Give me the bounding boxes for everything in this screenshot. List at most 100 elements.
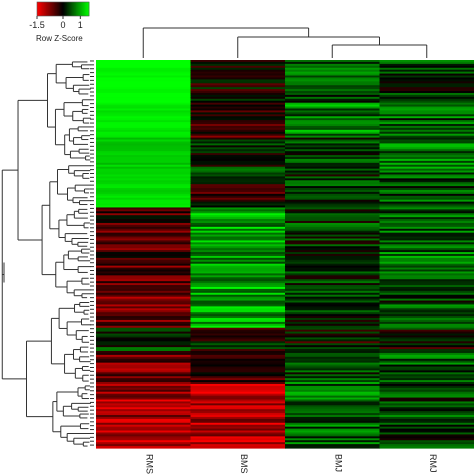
heatmap-cell [96, 125, 192, 129]
heatmap-cell [96, 446, 192, 449]
heatmap-cell [190, 327, 286, 331]
color-key-swatch [43, 2, 46, 16]
heatmap-cell [190, 234, 286, 238]
color-key-swatch [87, 2, 90, 16]
heatmap-cell [379, 269, 474, 273]
heatmap-cell [190, 242, 286, 245]
heatmap-cell [379, 294, 474, 298]
heatmap-cell [379, 236, 474, 240]
heatmap-cell [379, 310, 474, 313]
heatmap-cell [379, 318, 474, 321]
color-key-ticks: -1.5 0 1 [29, 16, 83, 30]
heatmap-cell [96, 277, 192, 280]
heatmap-cell [379, 273, 474, 276]
heatmap-cell [190, 405, 286, 408]
heatmap-cell [285, 143, 381, 146]
heatmap-cell [285, 110, 381, 113]
heatmap-cell [96, 269, 192, 273]
heatmap-cell [96, 312, 192, 315]
heatmap-cell [96, 100, 192, 104]
heatmap-cell [96, 215, 192, 218]
heatmap-cell [190, 162, 286, 166]
heatmap-cell [379, 370, 474, 373]
heatmap-cell [379, 141, 474, 145]
heatmap-cell [285, 308, 381, 311]
heatmap-cell [96, 428, 192, 432]
heatmap-cell [379, 446, 474, 449]
heatmap-cell [379, 252, 474, 255]
heatmap-cell [379, 387, 474, 391]
heatmap-cell [96, 172, 192, 176]
heatmap-cell [190, 238, 286, 242]
heatmap-cell [285, 347, 381, 350]
heatmap-cell [379, 364, 474, 368]
heatmap-cell [285, 405, 381, 408]
heatmap-cell [285, 273, 381, 276]
heatmap-cell [190, 364, 286, 368]
heatmap-cell [96, 383, 192, 387]
heatmap-cell [285, 374, 381, 377]
heatmap-cell [190, 199, 286, 203]
heatmap-cell [285, 168, 381, 172]
heatmap-cell [285, 60, 381, 63]
color-key-swatch [61, 2, 64, 16]
heatmap-cell [379, 248, 474, 251]
heatmap-cell [285, 114, 381, 117]
heatmap-cell [190, 131, 286, 135]
heatmap-cell [96, 191, 192, 195]
heatmap-cell [379, 131, 474, 135]
heatmap-cell [285, 186, 381, 189]
heatmap-cell [285, 319, 381, 323]
heatmap-cell [96, 364, 192, 368]
heatmap-cell [190, 339, 286, 342]
heatmap-cell [190, 281, 286, 284]
heatmap-cell [190, 122, 286, 125]
heatmap-cell [96, 120, 192, 123]
heatmap-cell [285, 298, 381, 302]
heatmap-cell [190, 279, 286, 282]
heatmap-cell [96, 188, 192, 191]
heatmap-cell [285, 63, 381, 67]
heatmap-cell [190, 226, 286, 230]
heatmap-cell [285, 438, 381, 441]
heatmap-cell [96, 356, 192, 360]
heatmap-cell [379, 104, 474, 108]
heatmap-cell [285, 122, 381, 125]
heatmap-cell [190, 116, 286, 119]
heatmap-cell [379, 67, 474, 71]
heatmap-cell [285, 145, 381, 148]
heatmap-cell [285, 108, 381, 112]
heatmap-cell [285, 411, 381, 414]
heatmap-cell [190, 124, 286, 127]
heatmap-cells [96, 60, 474, 449]
heatmap-cell [190, 211, 286, 214]
heatmap-cell [285, 325, 381, 329]
heatmap-cell [96, 411, 192, 414]
heatmap-cell [96, 275, 192, 278]
heatmap-cell [285, 125, 381, 129]
heatmap-cell [285, 209, 381, 212]
heatmap-cell [190, 207, 286, 210]
heatmap-cell [96, 149, 192, 152]
heatmap-cell [379, 158, 474, 162]
heatmap-cell [96, 294, 192, 298]
heatmap-cell [96, 83, 192, 86]
heatmap-cell [285, 263, 381, 267]
heatmap-cell [285, 442, 381, 445]
heatmap-cell [190, 151, 286, 154]
heatmap-cell [285, 135, 381, 139]
heatmap-cell [190, 434, 286, 437]
heatmap-cell [190, 409, 286, 412]
heatmap-cell [285, 234, 381, 238]
heatmap-cell [285, 96, 381, 100]
heatmap-cell [379, 203, 474, 207]
heatmap-cell [285, 176, 381, 179]
heatmap-cell [379, 160, 474, 164]
heatmap-cell [96, 432, 192, 436]
heatmap-cell [190, 385, 286, 389]
heatmap-cell [190, 393, 286, 397]
heatmap-cell [379, 376, 474, 379]
heatmap-cell [96, 343, 192, 346]
heatmap-cell [285, 73, 381, 77]
heatmap-cell [379, 195, 474, 199]
